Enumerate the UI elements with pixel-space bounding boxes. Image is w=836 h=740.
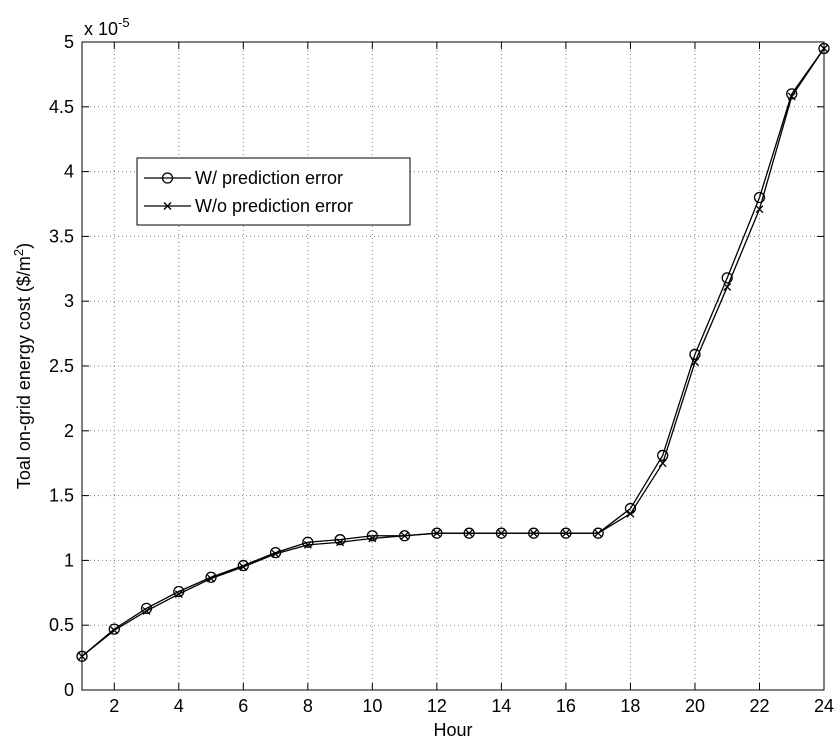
x-tick-label: 18 — [620, 696, 640, 716]
data-point-circle — [366, 530, 378, 542]
data-point-x — [626, 509, 635, 518]
data-point-x — [207, 574, 216, 583]
data-point-x — [561, 529, 570, 538]
y-tick-label: 5 — [64, 32, 74, 52]
x-tick-label: 6 — [238, 696, 248, 716]
x-tick-label: 2 — [109, 696, 119, 716]
y-tick-label: 2 — [64, 421, 74, 441]
data-point-circle — [237, 559, 249, 572]
data-point-circle — [786, 88, 798, 100]
legend: W/ prediction error W/o prediction error — [136, 157, 411, 226]
legend-label-with-error: W/ prediction error — [195, 168, 343, 188]
x-tick-label: 24 — [814, 696, 834, 716]
y-tick-label: 0.5 — [49, 615, 74, 635]
y-multiplier-exponent: -5 — [118, 15, 130, 30]
y-axis-title-main: Toal on-grid energy cost ($/m — [14, 256, 34, 489]
data-point-circle — [753, 191, 766, 204]
series-layer — [76, 42, 830, 662]
y-tick-label: 4.5 — [49, 97, 74, 117]
data-point-x — [174, 590, 183, 599]
data-point-x — [723, 282, 732, 291]
data-point-x — [594, 529, 603, 538]
data-point-x — [142, 606, 151, 615]
data-point-x — [368, 534, 377, 543]
data-point-x — [303, 540, 312, 549]
x-tick-label: 14 — [491, 696, 511, 716]
data-point-x — [271, 549, 280, 558]
legend-box — [136, 157, 411, 226]
data-point-x — [690, 358, 699, 367]
data-point-x — [432, 529, 441, 538]
data-point-circle — [721, 272, 733, 284]
data-point-circle — [108, 623, 120, 635]
data-point-circle — [334, 534, 346, 546]
x-axis-title: Hour — [433, 720, 472, 740]
y-tick-label: 4 — [64, 162, 74, 182]
legend-marker-x-icon — [163, 202, 172, 210]
data-point-circle — [302, 536, 314, 548]
x-tick-label: 12 — [427, 696, 447, 716]
data-point-x — [529, 529, 538, 538]
data-point-x — [658, 459, 667, 468]
y-tick-label: 3.5 — [49, 226, 74, 246]
y-tick-label: 1 — [64, 550, 74, 570]
legend-marker-circle-icon — [161, 172, 174, 184]
y-multiplier-label: x 10-5 — [84, 15, 130, 39]
x-tick-label: 10 — [362, 696, 382, 716]
axis-tick-labels: 2 4 6 8 10 12 14 16 18 20 22 2400.511.522.533.544.5… — [49, 32, 834, 716]
data-point-circle — [657, 449, 669, 462]
data-point-x — [465, 529, 474, 538]
data-point-x — [755, 205, 764, 214]
data-point-x — [497, 529, 506, 538]
y-tick-label: 1.5 — [49, 486, 74, 506]
y-axis-title: Toal on-grid energy cost ($/m2) — [11, 243, 34, 489]
data-point-circle — [689, 348, 701, 360]
data-point-x — [400, 531, 409, 540]
y-multiplier-base: x 10 — [84, 19, 118, 39]
data-point-x — [787, 92, 796, 101]
axis-ticks — [82, 41, 825, 691]
data-point-x — [336, 538, 345, 547]
x-tick-label: 8 — [303, 696, 313, 716]
legend-label-without-error: W/o prediction error — [195, 196, 353, 216]
y-tick-label: 2.5 — [49, 356, 74, 376]
y-tick-label: 3 — [64, 291, 74, 311]
x-tick-label: 20 — [685, 696, 705, 716]
x-tick-label: 4 — [174, 696, 184, 716]
series-line-2 — [81, 48, 825, 657]
x-tick-label: 16 — [556, 696, 576, 716]
data-point-x — [110, 626, 119, 635]
data-point-x — [239, 562, 248, 571]
y-tick-label: 0 — [64, 680, 74, 700]
x-tick-label: 22 — [749, 696, 769, 716]
y-axis-title-superscript: 2 — [11, 249, 26, 256]
y-axis-title-suffix: ) — [14, 243, 34, 249]
plot-area-background — [82, 42, 824, 690]
grid-lines — [82, 42, 824, 690]
